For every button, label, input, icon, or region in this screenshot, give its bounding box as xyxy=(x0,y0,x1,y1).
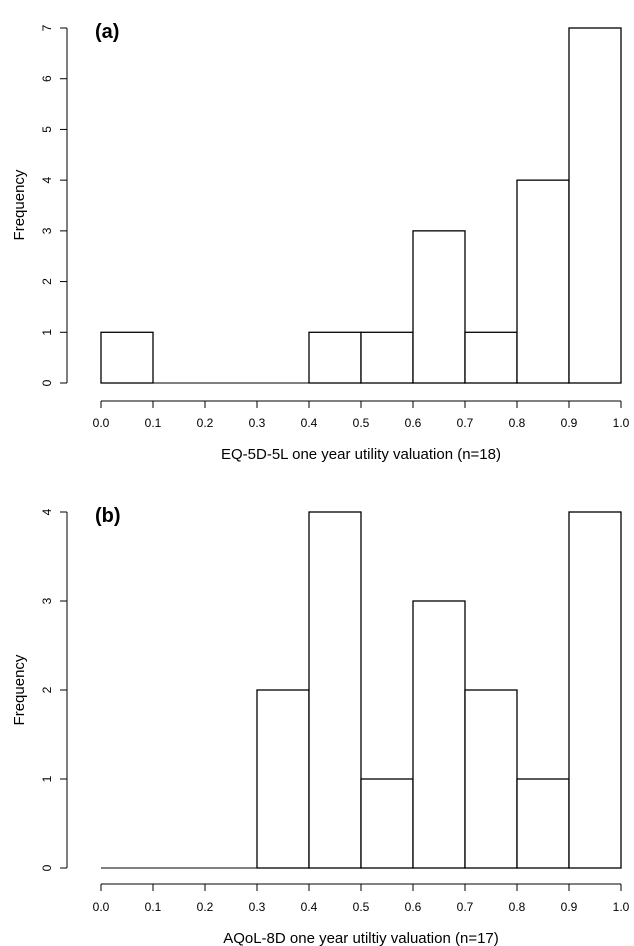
x-tick-label-a: 0.0 xyxy=(93,416,110,430)
x-tick-label-a: 0.5 xyxy=(353,416,370,430)
x-tick-label-b: 1.0 xyxy=(613,900,630,914)
x-tick-label-a: 0.9 xyxy=(561,416,578,430)
histogram-bar-b xyxy=(308,511,362,869)
panel-label-b: (b) xyxy=(95,505,121,527)
histogram-bar-b xyxy=(568,511,622,869)
histogram-panel-b: (b) Frequency AQoL-8D one year utiltiy v… xyxy=(11,505,630,946)
y-axis-label-b: Frequency xyxy=(11,654,28,725)
y-tick-label-b: 4 xyxy=(40,508,54,515)
x-tick-label-a: 0.1 xyxy=(145,416,162,430)
histogram-bar-a xyxy=(360,331,414,384)
x-tick-label-b: 0.0 xyxy=(93,900,110,914)
histogram-bar-a xyxy=(568,27,622,384)
histogram-bar-a xyxy=(516,179,570,384)
histogram-panel-a: (a) Frequency EQ-5D-5L one year utility … xyxy=(11,21,630,463)
x-axis-label-a: EQ-5D-5L one year utility valuation (n=1… xyxy=(221,446,501,463)
y-axis-label-a: Frequency xyxy=(11,169,28,240)
x-tick-label-a: 0.7 xyxy=(457,416,474,430)
y-tick-label-a: 5 xyxy=(40,126,54,133)
x-tick-label-a: 1.0 xyxy=(613,416,630,430)
x-tick-label-a: 0.6 xyxy=(405,416,422,430)
histogram-bar-b xyxy=(516,778,570,869)
y-tick-label-a: 7 xyxy=(40,24,54,31)
x-tick-label-b: 0.7 xyxy=(457,900,474,914)
y-tick-label-a: 2 xyxy=(40,278,54,285)
y-tick-label-a: 4 xyxy=(40,176,54,183)
histogram-bar-a xyxy=(412,230,466,384)
y-tick-label-a: 3 xyxy=(40,227,54,234)
x-axis-label-b: AQoL-8D one year utiltiy valuation (n=17… xyxy=(223,930,499,946)
x-tick-label-b: 0.8 xyxy=(509,900,526,914)
x-tick-label-b: 0.3 xyxy=(249,900,266,914)
x-tick-label-b: 0.2 xyxy=(197,900,214,914)
x-tick-label-a: 0.8 xyxy=(509,416,526,430)
y-tick-label-a: 6 xyxy=(40,75,54,82)
x-tick-label-b: 0.4 xyxy=(301,900,318,914)
x-tick-label-b: 0.9 xyxy=(561,900,578,914)
x-tick-label-b: 0.5 xyxy=(353,900,370,914)
x-tick-label-a: 0.3 xyxy=(249,416,266,430)
histogram-bar-a xyxy=(308,331,362,384)
x-tick-label-a: 0.4 xyxy=(301,416,318,430)
x-tick-label-b: 0.6 xyxy=(405,900,422,914)
histogram-bar-b xyxy=(464,689,518,869)
histogram-bar-a xyxy=(100,331,154,384)
y-tick-label-b: 1 xyxy=(40,775,54,782)
y-tick-label-b: 0 xyxy=(40,864,54,871)
histogram-bar-b xyxy=(256,689,310,869)
y-tick-label-a: 0 xyxy=(40,379,54,386)
histogram-bar-b xyxy=(360,778,414,869)
y-tick-label-a: 1 xyxy=(40,329,54,336)
x-tick-label-b: 0.1 xyxy=(145,900,162,914)
histogram-bar-b xyxy=(412,600,466,869)
x-tick-label-a: 0.2 xyxy=(197,416,214,430)
y-tick-label-b: 2 xyxy=(40,686,54,693)
histogram-bar-a xyxy=(464,331,518,384)
y-tick-label-b: 3 xyxy=(40,597,54,604)
panel-label-a: (a) xyxy=(95,21,119,43)
